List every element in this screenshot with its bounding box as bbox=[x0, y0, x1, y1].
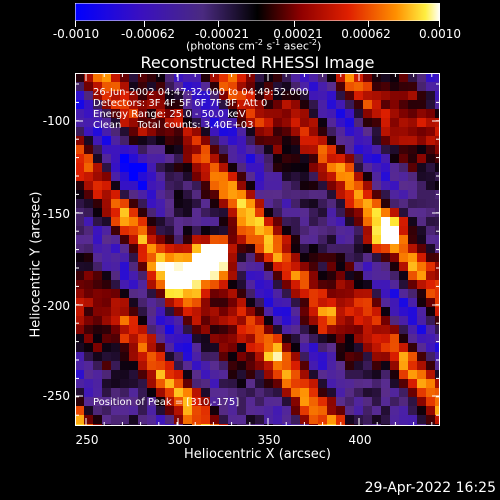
units-exponent: -2 bbox=[308, 38, 317, 47]
units-text: (photons cm bbox=[186, 39, 255, 53]
footer-timestamp: 29-Apr-2022 16:25 bbox=[364, 480, 496, 496]
colorbar-tick-label: 0.0010 bbox=[419, 27, 461, 41]
colorbar-ticks bbox=[75, 21, 440, 29]
y-tick-label: -100 bbox=[42, 114, 70, 128]
y-tick-label: -200 bbox=[42, 299, 70, 313]
units-text: asec bbox=[280, 39, 309, 53]
x-tick-label: 300 bbox=[167, 433, 191, 447]
image-title: Reconstructed RHESSI Image bbox=[140, 53, 375, 72]
y-tick-label: -250 bbox=[42, 389, 70, 403]
colorbar-tick-label: -0.0010 bbox=[52, 27, 100, 41]
y-tick-label: -150 bbox=[42, 207, 70, 221]
overlay-peak-position: Position of Peak = [310,-175] bbox=[93, 397, 240, 408]
colorbar-tick-label: -0.00021 bbox=[195, 27, 249, 41]
overlay-clean-counts: Clean Total counts: 3.40E+03 bbox=[93, 120, 254, 131]
colorbar-tick-label: 0.00062 bbox=[341, 27, 391, 41]
overlay-detectors: Detectors: 3F 4F 5F 6F 7F 8F, Att 0 bbox=[93, 98, 268, 109]
units-exponent: -2 bbox=[254, 38, 263, 47]
x-tick-label: 250 bbox=[75, 433, 99, 447]
units-text: s bbox=[262, 39, 273, 53]
colorbar bbox=[75, 3, 440, 21]
colorbar-tick-label: 0.00021 bbox=[273, 27, 323, 41]
overlay-time-range: 26-Jun-2002 04:47:32.000 to 04:49:52.000 bbox=[93, 87, 309, 98]
x-tick-label: 350 bbox=[257, 433, 281, 447]
x-tick-label: 400 bbox=[348, 433, 372, 447]
y-axis-title: Heliocentric Y (arcsec) bbox=[28, 191, 44, 338]
colorbar-units-label: (photons cm-2 s-1 asec-2) bbox=[186, 38, 321, 53]
units-text: ) bbox=[316, 39, 322, 53]
colorbar-gradient bbox=[75, 3, 440, 21]
overlay-energy-range: Energy Range: 25.0 - 50.0 keV bbox=[93, 109, 246, 120]
x-axis-title: Heliocentric X (arcsec) bbox=[184, 447, 331, 462]
colorbar-tick-label: -0.00062 bbox=[121, 27, 175, 41]
units-exponent: -1 bbox=[272, 38, 281, 47]
